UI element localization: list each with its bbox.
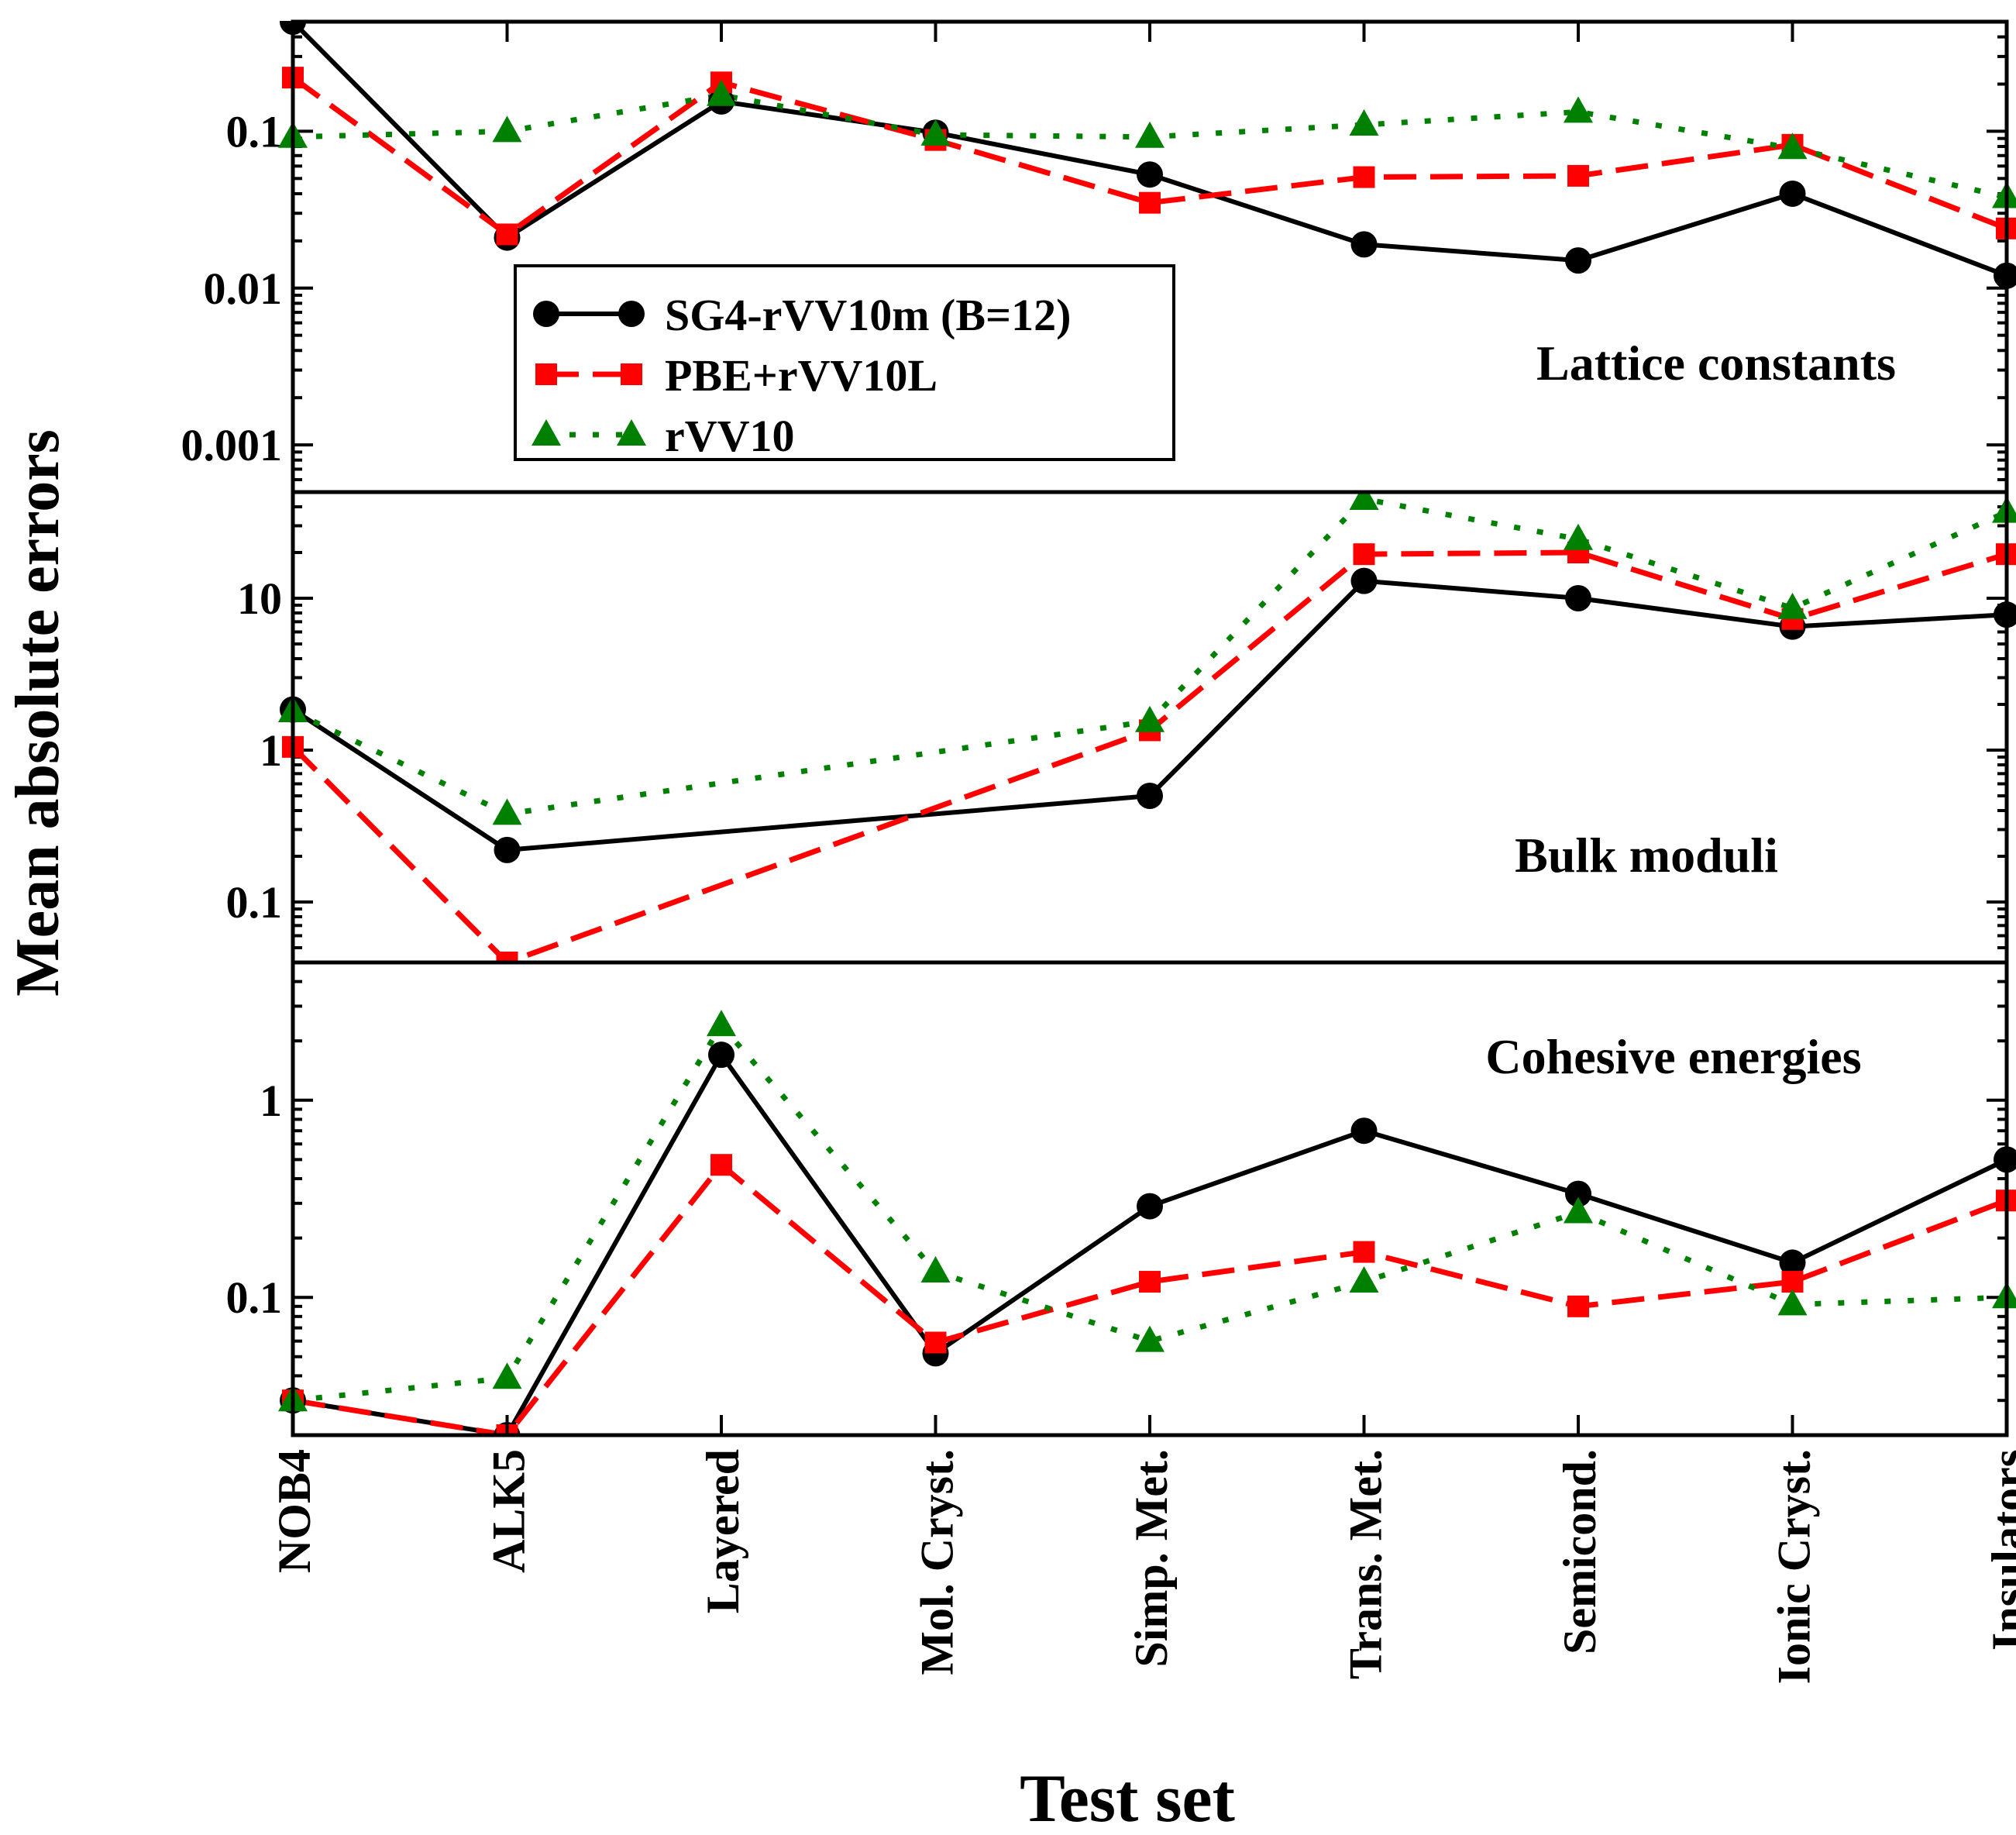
x-tick-label: Mol. Cryst. <box>912 1449 963 1675</box>
data-point <box>1564 96 1593 123</box>
y-tick-label: 0.1 <box>226 106 283 157</box>
data-point <box>1353 166 1375 188</box>
legend-marker <box>617 419 646 446</box>
y-tick-label: 0.1 <box>226 1272 283 1323</box>
legend-box <box>514 264 1175 461</box>
data-point <box>1779 1249 1806 1276</box>
data-point <box>1565 1180 1591 1207</box>
data-point <box>1567 1295 1589 1317</box>
y-tick-label: 0.1 <box>226 877 283 928</box>
y-tick-label: 0.01 <box>204 263 283 314</box>
data-point <box>496 223 518 246</box>
legend-entry-label: SG4-rVV10m (B=12) <box>665 290 1071 340</box>
data-point <box>1350 1117 1378 1145</box>
data-point <box>496 952 518 963</box>
data-point <box>1567 164 1589 187</box>
data-point <box>1349 109 1379 136</box>
x-tick-labels: NOB4 ALK5 Layered Mol. Cryst. Simp. Met. Tran… <box>269 22 2016 1684</box>
data-point <box>1349 491 1379 510</box>
plot-panels: 0.001 0.01 0.1 Lattice constants 0.1 1 10 Bulk … <box>181 19 2016 1437</box>
data-point <box>920 1256 951 1283</box>
x-tick-label: Trans. Met. <box>1340 1449 1392 1679</box>
data-point <box>1781 1271 1804 1293</box>
panel-lattice-constants: 0.001 0.01 0.1 Lattice constants <box>181 20 2016 494</box>
panel-bulk-moduli: 0.1 1 10 Bulk moduli <box>226 491 2016 964</box>
legend-entry-label: rVV10 <box>665 411 795 461</box>
panel-label: Cohesive energies <box>1485 1029 1861 1084</box>
data-point <box>1349 1266 1379 1293</box>
x-tick-label: Simp. Met. <box>1126 1449 1177 1668</box>
series-line-rvv10 <box>291 496 2008 817</box>
x-tick-label: NOB4 <box>269 1449 320 1573</box>
data-point <box>1135 705 1165 732</box>
legend-marker <box>621 363 642 385</box>
series-line-rvv10 <box>292 1022 2007 1403</box>
data-point <box>1992 181 2016 208</box>
data-point <box>1992 496 2016 523</box>
data-point <box>920 119 951 146</box>
data-point <box>1779 180 1806 207</box>
data-point <box>1564 523 1593 550</box>
data-point <box>1350 567 1378 594</box>
data-point <box>1777 133 1808 160</box>
x-tick-label: Semicond. <box>1554 1449 1605 1654</box>
data-point <box>1139 191 1161 214</box>
series-group <box>278 21 2016 289</box>
x-axis-label: Test set <box>1020 1761 1235 1835</box>
legend-entry-label: PBE+rVV10L <box>665 350 937 401</box>
data-point <box>710 1154 732 1176</box>
data-point <box>1565 584 1591 611</box>
y-tick-label: 1 <box>260 725 282 776</box>
data-point <box>494 836 521 863</box>
legend-marker <box>533 301 559 327</box>
data-point <box>492 798 522 825</box>
data-point <box>1137 1193 1163 1220</box>
data-point <box>707 1010 736 1037</box>
data-point <box>707 79 736 106</box>
series-line-pbe-rvv10l <box>292 1162 2008 1436</box>
data-point <box>492 115 522 143</box>
series-group <box>278 491 2016 963</box>
panel-label: Bulk moduli <box>1515 828 1778 883</box>
legend: SG4-rVV10m (B=12) PBE+rVV10L rVV10 <box>514 264 1175 461</box>
series-line-pbe-rvv10l <box>291 75 2008 237</box>
y-tick-label: 1 <box>260 1076 282 1126</box>
x-tick-label: Insulators <box>1983 1449 2016 1651</box>
data-point <box>1137 783 1163 810</box>
data-point <box>1777 592 1808 619</box>
data-point <box>1135 121 1165 148</box>
y-tick-label: 10 <box>237 573 282 624</box>
series-line-pbe-rvv10l <box>291 549 2008 963</box>
data-point <box>492 1362 522 1389</box>
data-point <box>1137 161 1163 188</box>
panel-label: Lattice constants <box>1536 336 1896 391</box>
x-tick-label: Ionic Cryst. <box>1769 1449 1820 1684</box>
panel-cohesive-energies: 0.1 1 Cohesive energies <box>226 961 2016 1437</box>
x-tick-label: Layered <box>697 1449 748 1613</box>
data-point <box>1353 1241 1375 1263</box>
legend-marker <box>535 363 557 385</box>
data-point <box>1350 231 1378 258</box>
y-axis-label: Mean absolute errors <box>4 429 72 997</box>
series-line-sg4-rvv10m-b-12- <box>291 21 2008 278</box>
data-point <box>924 1331 947 1354</box>
data-point <box>1353 543 1375 566</box>
data-point <box>1135 1325 1165 1352</box>
data-point <box>1992 1282 2016 1309</box>
data-point <box>1777 1289 1808 1316</box>
data-point <box>1139 1271 1161 1293</box>
y-tick-label: 0.001 <box>181 420 283 470</box>
legend-marker <box>532 419 561 446</box>
data-point <box>708 1041 734 1069</box>
x-tick-label: ALK5 <box>483 1449 535 1573</box>
data-point <box>1565 247 1591 274</box>
legend-marker <box>618 301 645 327</box>
data-point <box>1564 1196 1593 1224</box>
